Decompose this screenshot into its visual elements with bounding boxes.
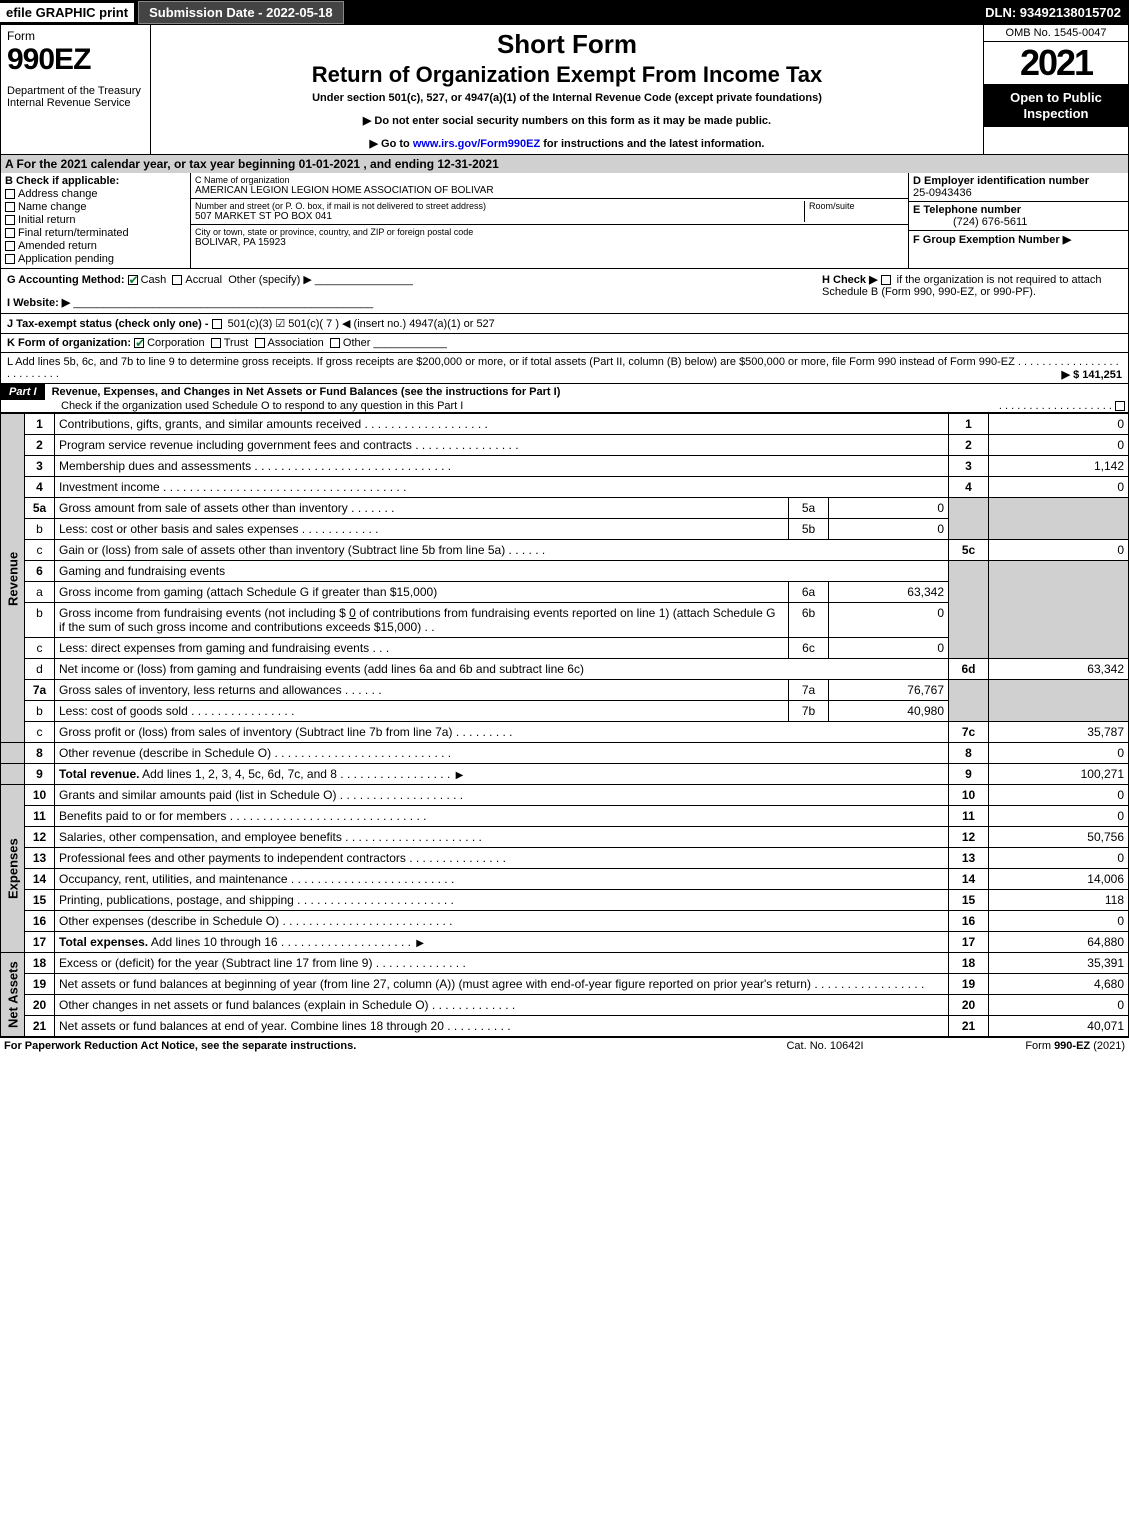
check-trust[interactable] [211,338,221,348]
city-label: City or town, state or province, country… [195,227,904,237]
line-9: 9Total revenue. Add lines 1, 2, 3, 4, 5c… [1,764,1129,785]
line-7c: cGross profit or (loss) from sales of in… [1,722,1129,743]
no-ssn-note: ▶ Do not enter social security numbers o… [159,114,975,127]
lines-table: Revenue 1Contributions, gifts, grants, a… [0,413,1129,1037]
line-1: Revenue 1Contributions, gifts, grants, a… [1,414,1129,435]
ein-label: D Employer identification number [913,175,1089,187]
tax-year: 2021 [984,42,1128,84]
phone-label: E Telephone number [913,204,1021,216]
under-section: Under section 501(c), 527, or 4947(a)(1)… [159,92,975,104]
sections-bcdef: B Check if applicable: Address change Na… [0,173,1129,269]
street-label: Number and street (or P. O. box, if mail… [195,201,804,211]
line-13: 13Professional fees and other payments t… [1,848,1129,869]
department-label: Department of the Treasury Internal Reve… [7,85,144,109]
catalog-number: Cat. No. 10642I [725,1040,925,1052]
goto-note: ▶ Go to www.irs.gov/Form990EZ for instru… [159,137,975,150]
check-application-pending[interactable]: Application pending [5,253,186,265]
ein-value: 25-0943436 [913,187,972,199]
submission-date: Submission Date - 2022-05-18 [138,1,344,24]
check-corporation[interactable] [134,338,144,348]
revenue-label: Revenue [1,414,25,743]
line-10: Expenses 10Grants and similar amounts pa… [1,785,1129,806]
top-bar: efile GRAPHIC print Submission Date - 20… [0,0,1129,24]
dln-label: DLN: 93492138015702 [985,5,1129,20]
line-5a: 5aGross amount from sale of assets other… [1,498,1129,519]
check-schedule-o-part-i[interactable] [1115,401,1125,411]
line-3: 3Membership dues and assessments . . . .… [1,456,1129,477]
check-accrual[interactable] [172,275,182,285]
form-label: Form [7,29,144,43]
section-c: C Name of organization AMERICAN LEGION L… [191,173,908,268]
check-address-change[interactable]: Address change [5,188,186,200]
line-21: 21Net assets or fund balances at end of … [1,1016,1129,1037]
page-footer: For Paperwork Reduction Act Notice, see … [0,1037,1129,1054]
header-right: OMB No. 1545-0047 2021 Open to Public In… [983,25,1128,154]
form-number: 990EZ [7,43,144,77]
line-16: 16Other expenses (describe in Schedule O… [1,911,1129,932]
line-17: 17Total expenses. Add lines 10 through 1… [1,932,1129,953]
street-value: 507 MARKET ST PO BOX 041 [195,211,804,222]
city-value: BOLIVAR, PA 15923 [195,237,904,248]
part-i-header: Part I Revenue, Expenses, and Changes in… [0,384,1129,413]
line-4: 4Investment income . . . . . . . . . . .… [1,477,1129,498]
open-inspection: Open to Public Inspection [984,84,1128,127]
section-h: H Check ▶ if the organization is not req… [822,273,1122,309]
form-reference: Form 990-EZ (2021) [925,1040,1125,1052]
check-association[interactable] [255,338,265,348]
form-header: Form 990EZ Department of the Treasury In… [0,24,1129,155]
short-form-title: Short Form [159,29,975,60]
section-b: B Check if applicable: Address change Na… [1,173,191,268]
line-15: 15Printing, publications, postage, and s… [1,890,1129,911]
room-label: Room/suite [809,201,904,211]
section-j: J Tax-exempt status (check only one) - 5… [0,314,1129,334]
section-g: G Accounting Method: Cash Accrual Other … [7,273,822,286]
section-def: D Employer identification number 25-0943… [908,173,1128,268]
check-final-return[interactable]: Final return/terminated [5,227,186,239]
line-12: 12Salaries, other compensation, and empl… [1,827,1129,848]
check-other-org[interactable] [330,338,340,348]
section-b-title: B Check if applicable: [5,175,119,187]
omb-number: OMB No. 1545-0047 [984,25,1128,42]
sections-gh: G Accounting Method: Cash Accrual Other … [0,269,1129,314]
phone-value: (724) 676-5611 [913,216,1027,228]
line-2: 2Program service revenue including gover… [1,435,1129,456]
line-20: 20Other changes in net assets or fund ba… [1,995,1129,1016]
line-19: 19Net assets or fund balances at beginni… [1,974,1129,995]
line-7a: 7aGross sales of inventory, less returns… [1,680,1129,701]
section-l: L Add lines 5b, 6c, and 7b to line 9 to … [0,353,1129,384]
line-6d: dNet income or (loss) from gaming and fu… [1,659,1129,680]
check-schedule-b[interactable] [881,275,891,285]
line-6: 6Gaming and fundraising events [1,561,1129,582]
section-k: K Form of organization: Corporation Trus… [0,334,1129,353]
line-18: Net Assets 18Excess or (deficit) for the… [1,953,1129,974]
section-i: I Website: ▶ ___________________________… [7,296,822,309]
check-cash[interactable] [128,275,138,285]
org-name-label: C Name of organization [195,175,904,185]
check-amended-return[interactable]: Amended return [5,240,186,252]
section-a: A For the 2021 calendar year, or tax yea… [0,155,1129,173]
pra-notice: For Paperwork Reduction Act Notice, see … [4,1040,725,1052]
return-title: Return of Organization Exempt From Incom… [159,62,975,88]
check-initial-return[interactable]: Initial return [5,214,186,226]
check-name-change[interactable]: Name change [5,201,186,213]
efile-label[interactable]: efile GRAPHIC print [0,3,134,22]
part-i-label: Part I [1,384,45,400]
goto-link[interactable]: www.irs.gov/Form990EZ [413,138,540,150]
part-i-check-text: Check if the organization used Schedule … [1,400,463,412]
group-exemption-label: F Group Exemption Number ▶ [913,234,1071,246]
org-name: AMERICAN LEGION LEGION HOME ASSOCIATION … [195,185,904,196]
netassets-label: Net Assets [1,953,25,1037]
line-5c: cGain or (loss) from sale of assets othe… [1,540,1129,561]
line-8: 8Other revenue (describe in Schedule O) … [1,743,1129,764]
header-center: Short Form Return of Organization Exempt… [151,25,983,154]
header-left: Form 990EZ Department of the Treasury In… [1,25,151,154]
part-i-title: Revenue, Expenses, and Changes in Net As… [48,384,565,400]
expenses-label: Expenses [1,785,25,953]
line-14: 14Occupancy, rent, utilities, and mainte… [1,869,1129,890]
line-11: 11Benefits paid to or for members . . . … [1,806,1129,827]
